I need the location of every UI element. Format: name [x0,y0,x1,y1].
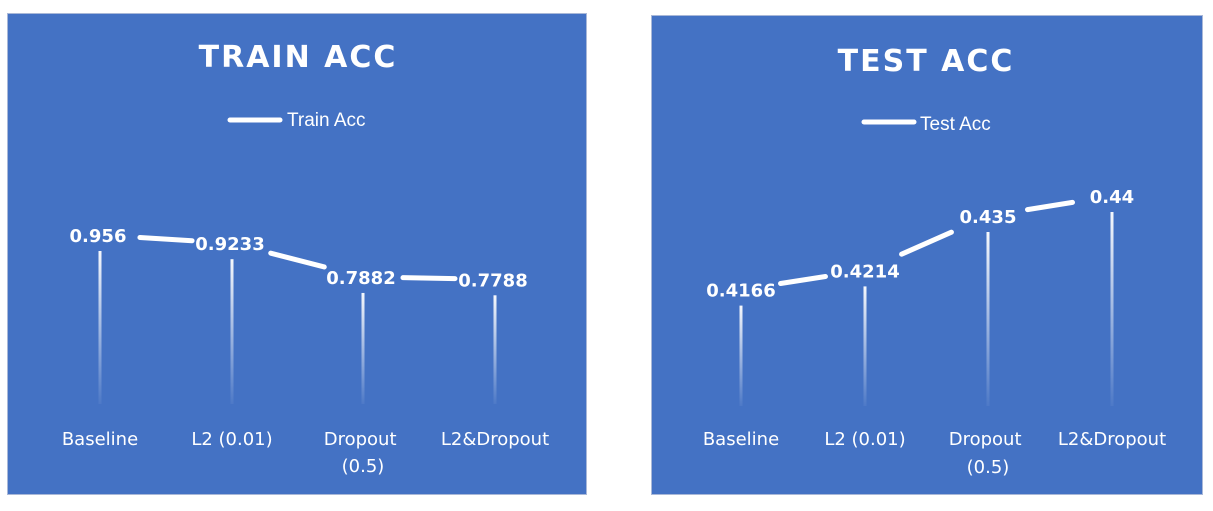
drop-line [98,251,102,404]
series-line-segment [778,274,828,286]
series-line-segment [400,275,458,282]
data-label: 0.7788 [458,270,527,291]
chart-title: TEST ACC [838,44,1015,79]
category-label: L2 (0.01) [824,429,905,450]
drop-line [1110,212,1114,406]
series-line-segment [268,250,327,270]
drop-line [863,286,867,406]
series-line-segment [1024,199,1076,213]
drop-line [361,292,365,404]
legend-label: Test Acc [920,114,991,135]
series-line-segment [137,234,195,244]
category-label: L2&Dropout [441,429,549,450]
data-label: 0.4166 [706,281,775,302]
train-acc-chart: TRAIN ACC Train Acc 0.956 0.9233 0.7882 0.7… [7,13,587,495]
test-acc-chart: TEST ACC Test Acc 0.4166 0.4214 0.435 0.44 … [651,15,1203,495]
drop-line [986,232,990,406]
drop-line [230,259,234,404]
category-label: Dropout (0.5) [949,429,1028,478]
series-line-segment [899,229,954,257]
category-label: Dropout (0.5) [324,429,403,477]
data-label: 0.7882 [326,268,395,289]
drop-line [493,295,497,404]
data-label: 0.4214 [830,261,899,282]
train-acc-plot: TRAIN ACC Train Acc 0.956 0.9233 0.7882 0.7… [62,40,549,477]
data-label: 0.44 [1090,187,1134,208]
data-label: 0.9233 [195,234,264,255]
category-label: L2&Dropout [1058,429,1166,450]
test-acc-plot: TEST ACC Test Acc 0.41660.42140.4350.44 … [703,44,1166,478]
category-label: Baseline [62,429,138,450]
category-label: Baseline [703,429,779,450]
drop-line [739,305,743,406]
chart-title: TRAIN ACC [199,40,398,75]
category-label: L2 (0.01) [191,429,272,450]
data-label: 0.956 [70,226,127,247]
data-label: 0.435 [960,207,1017,228]
legend-label: Train Acc [287,110,366,131]
